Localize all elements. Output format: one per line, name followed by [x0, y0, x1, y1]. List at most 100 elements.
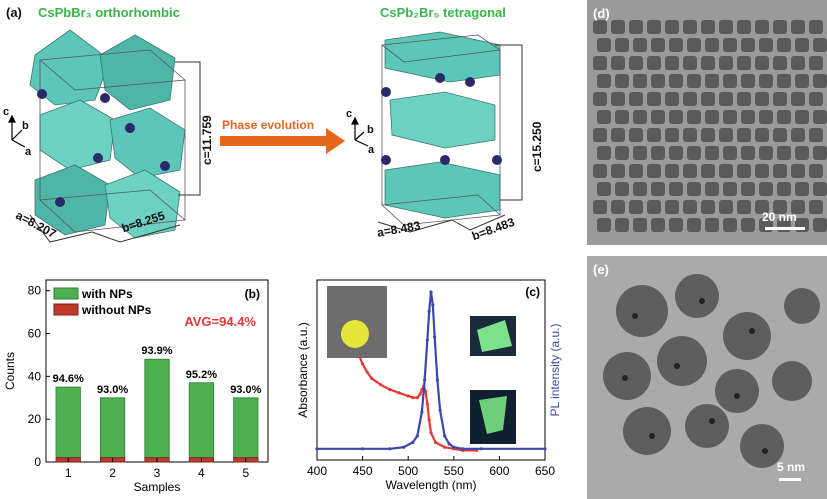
left-axis-b: b: [22, 120, 29, 132]
nanocube: [647, 164, 661, 178]
nanocube: [741, 182, 755, 196]
spectrum-chart: 400 450 500 550 600 650 Wavelength (nm) Absorba…: [296, 279, 562, 492]
nanocube: [813, 38, 827, 52]
nanocube: [593, 92, 607, 106]
tem-d-particles: [587, 0, 827, 245]
series-point: [479, 447, 483, 451]
nanocube: [791, 56, 805, 70]
nanocube: [813, 182, 827, 196]
nanocube: [687, 146, 701, 160]
nanocube: [809, 20, 823, 34]
nanocube: [669, 218, 683, 232]
nanocube: [719, 164, 733, 178]
nanocube: [633, 218, 647, 232]
right-structure-title: CsPb₂Br₅ tetragonal: [380, 5, 506, 20]
nanocube: [597, 110, 611, 124]
tem-image-e: (e) 5 nm: [587, 256, 827, 499]
bar-with-nps: [188, 382, 215, 459]
series-point: [365, 370, 369, 374]
nanocube: [795, 182, 809, 196]
x-tick-label: 550: [444, 464, 464, 478]
nanocube: [683, 92, 697, 106]
nanocube: [723, 218, 737, 232]
nanocube: [723, 38, 737, 52]
nanocube: [773, 164, 787, 178]
x-tick-label: 5: [242, 466, 249, 480]
left-c-dimension: c=11.759: [200, 115, 214, 165]
nanocube: [759, 38, 773, 52]
bar-chart-samples: 0 20 40 60 80 94.6% 1 93.0% 2 93.9% 3 95.2% 4 93.0% 5 S…: [3, 279, 269, 494]
nanocube: [741, 110, 755, 124]
nanocube: [773, 128, 787, 142]
nanocube: [687, 74, 701, 88]
series-point: [425, 338, 429, 342]
y-tick-label: 20: [28, 412, 42, 426]
nanocube: [705, 38, 719, 52]
nanocube: [633, 182, 647, 196]
series-point: [420, 410, 424, 414]
nanocube: [737, 128, 751, 142]
x-tick-label: 500: [398, 464, 418, 478]
y-tick-label: 40: [28, 369, 42, 383]
inset-photo-vial-solution: [341, 320, 369, 348]
x-tick-label: 1: [65, 466, 72, 480]
nanocube: [809, 164, 823, 178]
nanocube: [611, 92, 625, 106]
nanocube: [647, 56, 661, 70]
nanocube: [683, 128, 697, 142]
y-axis-label-right: PL intensity (a.u.): [548, 324, 562, 417]
nanocube: [791, 20, 805, 34]
inset-photo-film-2-glow: [479, 396, 507, 434]
nanocube: [611, 164, 625, 178]
nanocube: [597, 146, 611, 160]
nanocube: [647, 200, 661, 214]
nanocube: [651, 110, 665, 124]
series-point: [461, 447, 465, 451]
nanocube: [669, 74, 683, 88]
nanocube: [597, 74, 611, 88]
nanocube: [701, 20, 715, 34]
left-structure-title: CsPbBr₃ orthorhombic: [38, 5, 180, 20]
crystal-structures-figure: [8, 29, 523, 243]
nanocube: [723, 74, 737, 88]
series-point: [411, 396, 415, 400]
nanocube: [719, 128, 733, 142]
nanocube: [615, 182, 629, 196]
phase-evolution-label: Phase evolution: [222, 118, 315, 132]
nanocube: [629, 200, 643, 214]
nanocube: [593, 164, 607, 178]
nanocube: [773, 56, 787, 70]
nanocube: [611, 128, 625, 142]
orthorhombic-unit-cell: [39, 49, 186, 233]
x-tick-label: 2: [109, 466, 116, 480]
series-point: [423, 378, 427, 382]
nanocube: [737, 164, 751, 178]
series-point: [415, 434, 419, 438]
nanocube: [597, 38, 611, 52]
y-tick-label: 80: [28, 284, 42, 298]
nanocube: [669, 182, 683, 196]
panel-e-label: (e): [593, 262, 609, 277]
nanocube: [701, 92, 715, 106]
scale-bar-d-text: 20 nm: [762, 210, 797, 224]
nanocube: [755, 56, 769, 70]
nanocube: [629, 164, 643, 178]
nanocube: [665, 164, 679, 178]
right-axis-c: c: [346, 108, 353, 120]
legend-swatch-without-nps: [53, 303, 79, 316]
series-point: [406, 394, 410, 398]
nanocube: [647, 128, 661, 142]
tem-image-d: (d) 20 nm: [587, 0, 827, 245]
panel-a-label: (a): [6, 5, 22, 20]
panel-c-label: (c): [525, 285, 540, 299]
x-axis-label: Samples: [134, 480, 181, 494]
nanocube: [791, 92, 805, 106]
nanocube: [759, 74, 773, 88]
nanocube: [687, 182, 701, 196]
nanocube: [665, 128, 679, 142]
scale-bar-e: [779, 478, 801, 481]
left-axis-c: c: [3, 106, 10, 118]
nanocube: [759, 182, 773, 196]
nanocube: [597, 218, 611, 232]
data-label: 93.9%: [141, 345, 172, 357]
